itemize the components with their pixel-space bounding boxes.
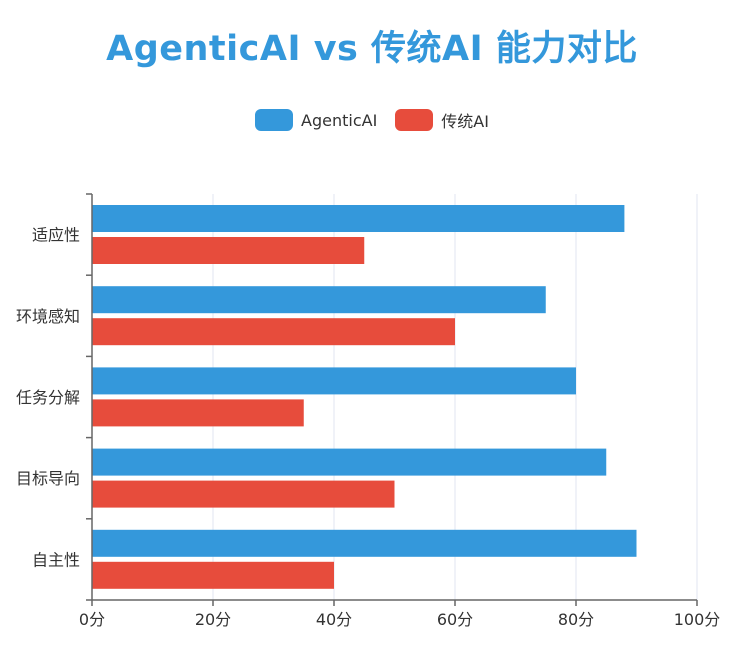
bar-traditional-ai — [92, 237, 365, 264]
legend-label-agenticai: AgenticAI — [301, 110, 378, 130]
legend: AgenticAI 传统AI — [0, 108, 744, 132]
legend-label-traditional-ai: 传统AI — [441, 112, 489, 131]
legend-swatch-traditional-ai — [395, 109, 434, 131]
x-tick-label: 60分 — [437, 610, 473, 629]
legend-item-traditional-ai[interactable]: 传统AI — [395, 108, 489, 132]
legend-swatch-agenticai — [255, 109, 294, 131]
y-tick-label: 目标导向 — [16, 469, 80, 488]
x-tick-label: 20分 — [195, 610, 231, 629]
x-tick-label: 80分 — [558, 610, 594, 629]
bar-traditional-ai — [92, 318, 455, 346]
y-tick-label: 环境感知 — [16, 307, 80, 326]
legend-item-agenticai[interactable]: AgenticAI — [255, 108, 377, 132]
bar-agenticai — [92, 205, 625, 232]
x-tick-label: 0分 — [79, 610, 105, 629]
x-tick-label: 40分 — [316, 610, 352, 629]
bar-agenticai — [92, 367, 576, 395]
bar-agenticai — [92, 448, 607, 476]
bar-agenticai — [92, 529, 637, 557]
bar-traditional-ai — [92, 561, 334, 589]
bar-traditional-ai — [92, 480, 395, 508]
y-tick-label: 适应性 — [32, 226, 80, 245]
bar-traditional-ai — [92, 399, 304, 427]
x-tick-label: 100分 — [674, 610, 721, 629]
y-tick-label: 任务分解 — [16, 388, 80, 407]
bar-agenticai — [92, 286, 546, 314]
y-tick-label: 自主性 — [32, 550, 80, 569]
chart-title: AgenticAI vs 传统AI 能力对比 — [106, 29, 638, 69]
